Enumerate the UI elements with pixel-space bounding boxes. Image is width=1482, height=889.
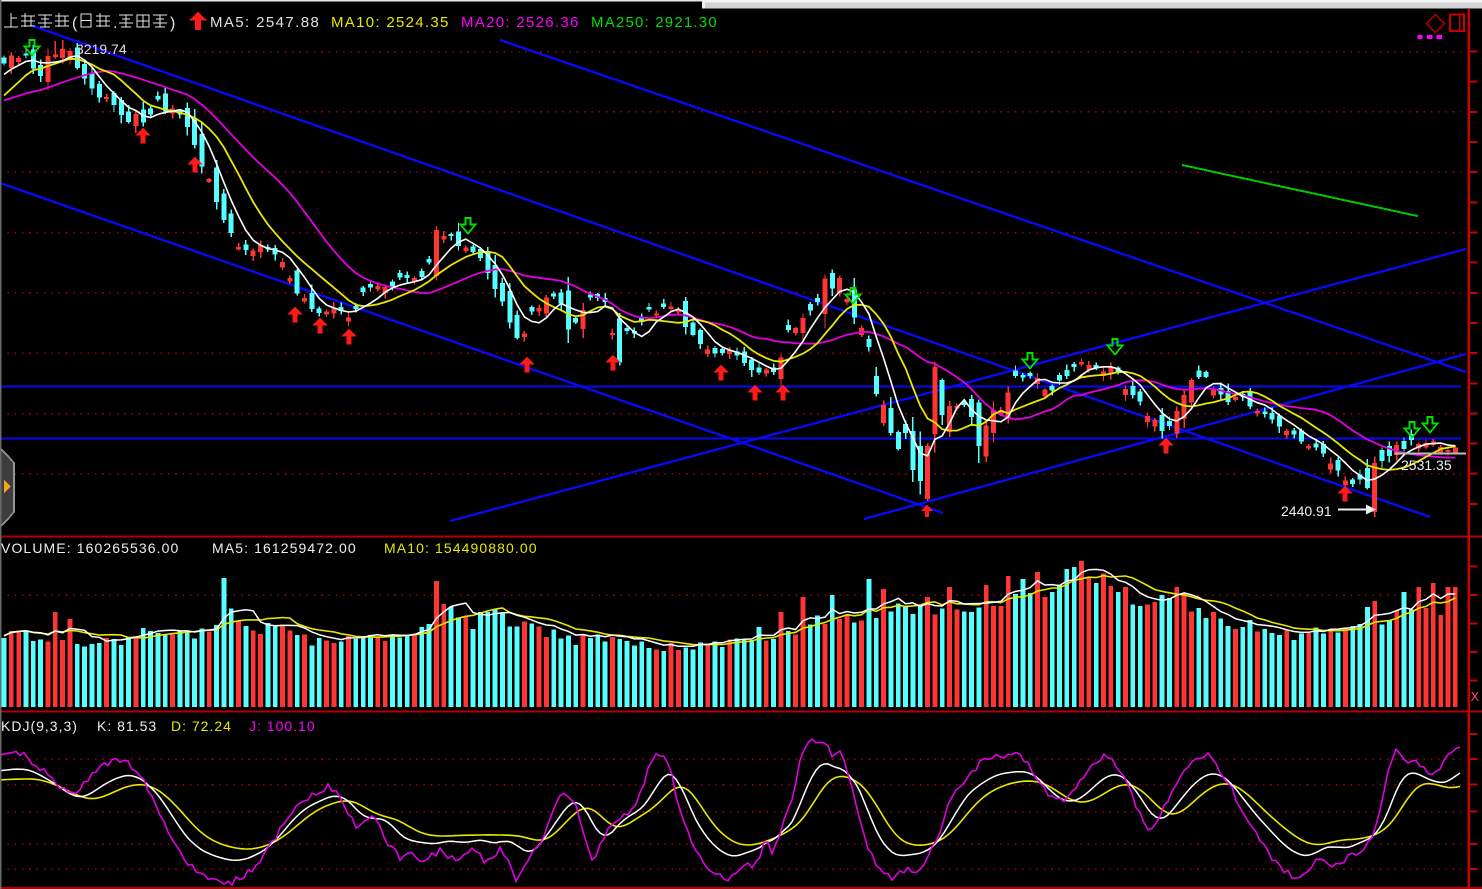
- svg-text:MA10: 2524.35: MA10: 2524.35: [331, 14, 450, 31]
- svg-text:X: X: [1471, 689, 1480, 704]
- svg-text:2440.91: 2440.91: [1281, 503, 1332, 519]
- svg-text:.: .: [113, 15, 117, 32]
- svg-text:J: 100.10: J: 100.10: [249, 718, 316, 734]
- svg-text:2531.35: 2531.35: [1401, 457, 1452, 473]
- svg-text:MA250: 2921.30: MA250: 2921.30: [591, 14, 718, 31]
- svg-text:MA20: 2526.36: MA20: 2526.36: [461, 14, 580, 31]
- svg-text:MA10: 154490880.00: MA10: 154490880.00: [384, 540, 538, 556]
- svg-text:K: 81.53: K: 81.53: [97, 718, 157, 734]
- svg-text:D: 72.24: D: 72.24: [171, 718, 232, 734]
- svg-text:MA5: 2547.88: MA5: 2547.88: [210, 14, 320, 31]
- svg-text:3219.74: 3219.74: [76, 41, 127, 57]
- svg-text:KDJ(9,3,3): KDJ(9,3,3): [1, 718, 78, 734]
- svg-text:VOLUME: 160265536.00: VOLUME: 160265536.00: [1, 540, 179, 556]
- svg-text:): ): [170, 15, 175, 32]
- svg-text:MA5: 161259472.00: MA5: 161259472.00: [212, 540, 357, 556]
- svg-text:(: (: [72, 15, 78, 32]
